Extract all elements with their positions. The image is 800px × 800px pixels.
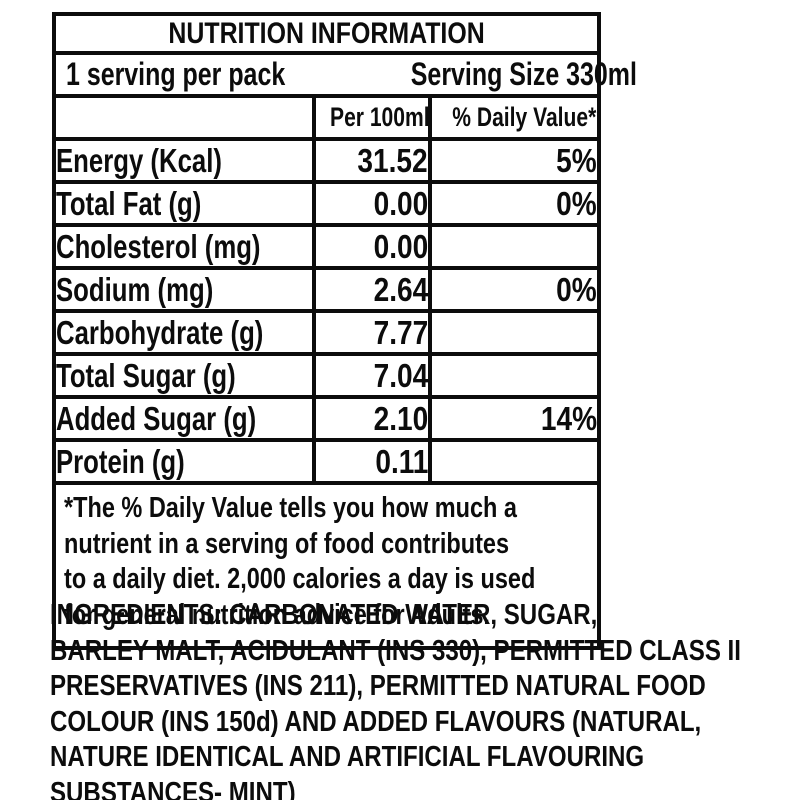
daily-value-cell: 0% xyxy=(428,266,601,313)
daily-value-percent: 14% xyxy=(540,399,597,437)
nutrient-name-cell: Added Sugar (g) xyxy=(52,395,316,442)
nutrient-row-cholesterol: Cholesterol (mg) 0.00 xyxy=(52,223,601,270)
per-100ml-value-cell: 0.11 xyxy=(312,438,432,485)
footnote-row: *The % Daily Value tells you how much a … xyxy=(52,481,601,650)
daily-value-cell xyxy=(428,223,601,270)
daily-value-cell: 0% xyxy=(428,180,601,227)
per-100ml-value: 2.10 xyxy=(373,399,428,437)
daily-value-cell xyxy=(428,309,601,356)
daily-value-cell xyxy=(428,438,601,485)
footnote-line: *The % Daily Value tells you how much a xyxy=(64,492,517,524)
ingredients-line: NATURE IDENTICAL AND ARTIFICIAL FLAVOURI… xyxy=(50,741,645,774)
nutrient-row-total-fat: Total Fat (g) 0.00 0% xyxy=(52,180,601,227)
per-100ml-value-cell: 0.00 xyxy=(312,223,432,270)
per-100ml-column-header: Per 100ml xyxy=(312,94,432,141)
nutrient-name-cell: Sodium (mg) xyxy=(52,266,316,313)
per-100ml-value: 0.00 xyxy=(373,227,428,265)
nutrient-name: Cholesterol (mg) xyxy=(56,227,261,265)
nutrient-name-cell: Protein (g) xyxy=(52,438,316,485)
nutrient-row-total-sugar: Total Sugar (g) 7.04 xyxy=(52,352,601,399)
serving-info-cell: 1 serving per pack Serving Size 330ml xyxy=(52,51,637,98)
per-100ml-value: 0.00 xyxy=(373,184,428,222)
nutrient-name: Total Sugar (g) xyxy=(56,356,236,394)
footnote-line: to a daily diet. 2,000 calories a day is… xyxy=(64,563,536,595)
nutrient-name: Energy (Kcal) xyxy=(56,141,222,179)
per-100ml-value: 2.64 xyxy=(373,270,428,308)
table-title: NUTRITION INFORMATION xyxy=(168,16,485,50)
daily-value-header-label: % Daily Value* xyxy=(452,102,597,132)
nutrient-name-cell: Total Fat (g) xyxy=(52,180,316,227)
ingredients-line: INGREDIENTS: CARBONATED WATER, SUGAR, xyxy=(50,599,598,631)
daily-value-cell: 5% xyxy=(428,137,601,184)
title-cell: NUTRITION INFORMATION xyxy=(52,12,601,55)
nutrition-facts-table: NUTRITION INFORMATION 1 serving per pack… xyxy=(52,12,637,650)
nutrient-name: Total Fat (g) xyxy=(56,184,202,222)
nutrient-name: Added Sugar (g) xyxy=(56,399,257,437)
serving-size: Serving Size 330ml xyxy=(410,56,637,92)
nutrient-row-protein: Protein (g) 0.11 xyxy=(52,438,601,485)
per-100ml-value-cell: 31.52 xyxy=(312,137,432,184)
nutrient-row-added-sugar: Added Sugar (g) 2.10 14% xyxy=(52,395,601,442)
per-100ml-value: 7.04 xyxy=(373,356,428,394)
per-100ml-value-cell: 2.64 xyxy=(312,266,432,313)
daily-value-percent: 0% xyxy=(556,270,597,308)
serving-info: 1 serving per pack Serving Size 330ml xyxy=(56,56,637,93)
nutrient-row-sodium: Sodium (mg) 2.64 0% xyxy=(52,266,601,313)
footnote-line: for general nutrition advice for Adults. xyxy=(64,598,490,631)
nutrient-name-cell: Energy (Kcal) xyxy=(52,137,316,184)
column-header-row: Per 100ml % Daily Value* xyxy=(52,94,601,141)
per-100ml-value-cell: 2.10 xyxy=(312,395,432,442)
per-100ml-value-cell: 7.04 xyxy=(312,352,432,399)
daily-value-cell: 14% xyxy=(428,395,601,442)
per-100ml-value-cell: 0.00 xyxy=(312,180,432,227)
per-100ml-value: 0.11 xyxy=(374,442,428,480)
ingredients-line: PRESERVATIVES (INS 211), PERMITTED NATUR… xyxy=(50,670,706,703)
nutrient-row-carbohydrate: Carbohydrate (g) 7.77 xyxy=(52,309,601,356)
nutrient-name-cell: Cholesterol (mg) xyxy=(52,223,316,270)
daily-value-column-header: % Daily Value* xyxy=(428,94,601,141)
servings-per-pack: 1 serving per pack xyxy=(66,56,286,92)
nutrient-row-energy: Energy (Kcal) 31.52 5% xyxy=(52,137,601,184)
nutrient-name: Sodium (mg) xyxy=(56,270,214,308)
ingredients-line: COLOUR (INS 150d) AND ADDED FLAVOURS (NA… xyxy=(50,705,702,738)
nutrient-name: Protein (g) xyxy=(56,442,185,480)
per-100ml-value: 7.77 xyxy=(373,313,428,351)
nutrient-name-cell: Total Sugar (g) xyxy=(52,352,316,399)
nutrient-name: Carbohydrate (g) xyxy=(56,313,264,351)
nutrient-name-cell: Carbohydrate (g) xyxy=(52,309,316,356)
serving-info-row: 1 serving per pack Serving Size 330ml xyxy=(52,51,637,98)
per-100ml-value: 31.52 xyxy=(357,141,428,179)
nutrient-column-header xyxy=(52,94,316,141)
daily-value-cell xyxy=(428,352,601,399)
per-100ml-header-label: Per 100ml xyxy=(330,102,430,132)
daily-value-percent: 0% xyxy=(556,184,597,222)
title-row: NUTRITION INFORMATION xyxy=(52,12,601,55)
ingredients-section: INGREDIENTS: CARBONATED WATER, SUGAR, BA… xyxy=(50,599,795,800)
footnote-line: nutrient in a serving of food contribute… xyxy=(64,527,510,560)
ingredients-line: SUBSTANCES- MINT) xyxy=(50,776,296,800)
daily-value-footnote: *The % Daily Value tells you how much a … xyxy=(52,481,601,650)
ingredients-line: BARLEY MALT, ACIDULANT (INS 330), PERMIT… xyxy=(50,634,741,667)
per-100ml-value-cell: 7.77 xyxy=(312,309,432,356)
daily-value-percent: 5% xyxy=(556,141,597,179)
